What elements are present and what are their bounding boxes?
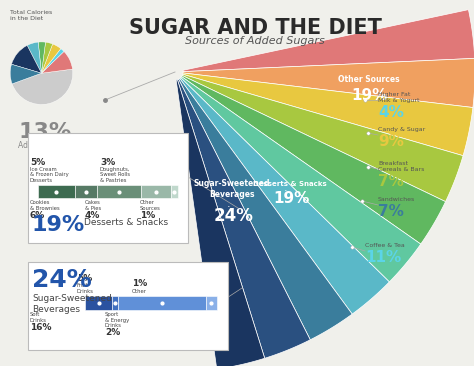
Text: Sport
& Energy
Drinks: Sport & Energy Drinks xyxy=(105,312,129,328)
Text: 4%: 4% xyxy=(85,211,100,220)
Wedge shape xyxy=(27,42,42,73)
Polygon shape xyxy=(182,73,473,156)
Text: Sugar-Sweetened
Beverages: Sugar-Sweetened Beverages xyxy=(193,179,270,199)
Text: 1%: 1% xyxy=(132,279,147,288)
Text: Desserts & Snacks: Desserts & Snacks xyxy=(253,181,327,187)
Text: Candy & Sugar: Candy & Sugar xyxy=(378,127,425,132)
Text: ·: · xyxy=(227,202,230,213)
Text: 3%: 3% xyxy=(100,158,115,167)
Bar xyxy=(28,133,188,243)
Bar xyxy=(28,262,228,350)
Text: Higher Fat
Milk & Yogurt: Higher Fat Milk & Yogurt xyxy=(378,92,419,103)
Polygon shape xyxy=(181,76,421,282)
Bar xyxy=(118,296,206,310)
Bar xyxy=(206,296,217,310)
Text: Sugar-Sweetened
Beverages: Sugar-Sweetened Beverages xyxy=(32,294,112,314)
Polygon shape xyxy=(182,75,446,244)
Text: Fruit
Drinks: Fruit Drinks xyxy=(77,283,94,294)
Text: 7%: 7% xyxy=(378,174,404,189)
Wedge shape xyxy=(42,42,53,73)
Text: Sandwiches: Sandwiches xyxy=(378,197,415,202)
Wedge shape xyxy=(42,49,64,73)
Text: 11%: 11% xyxy=(365,250,401,265)
Text: 6%: 6% xyxy=(30,211,45,220)
Bar xyxy=(75,185,97,198)
Text: Cookies
& Brownies: Cookies & Brownies xyxy=(30,200,60,210)
Polygon shape xyxy=(177,79,310,358)
Bar xyxy=(97,185,141,198)
Wedge shape xyxy=(42,52,73,73)
Text: ·: · xyxy=(284,186,287,196)
Bar xyxy=(85,296,112,310)
Text: 1%: 1% xyxy=(140,211,155,220)
Text: 2%: 2% xyxy=(105,328,120,337)
Wedge shape xyxy=(10,64,42,84)
Text: 9%: 9% xyxy=(378,134,404,149)
Wedge shape xyxy=(38,42,46,73)
Text: 16%: 16% xyxy=(30,323,52,332)
Text: Breakfast
Cereals & Bars: Breakfast Cereals & Bars xyxy=(378,161,424,172)
Polygon shape xyxy=(182,74,463,202)
Polygon shape xyxy=(183,59,474,108)
Bar xyxy=(112,296,118,310)
Text: Coffee & Tea: Coffee & Tea xyxy=(365,243,405,248)
Bar xyxy=(171,185,178,198)
Text: 24%: 24% xyxy=(214,208,254,225)
Text: Doughnuts,
Sweet Rolls
& Pastries: Doughnuts, Sweet Rolls & Pastries xyxy=(100,167,130,183)
Text: 7%: 7% xyxy=(378,204,404,219)
Text: Sources of Added Sugars: Sources of Added Sugars xyxy=(185,36,325,46)
Text: Soft
Drinks: Soft Drinks xyxy=(30,312,47,322)
Text: Other
Sources: Other Sources xyxy=(140,200,161,210)
Text: Desserts & Snacks: Desserts & Snacks xyxy=(84,218,168,227)
Text: Other: Other xyxy=(132,289,147,294)
Text: 5%: 5% xyxy=(30,158,45,167)
Text: Added Sugars: Added Sugars xyxy=(18,141,72,150)
Text: Other Sources: Other Sources xyxy=(338,75,400,84)
Text: Cakes
& Pies: Cakes & Pies xyxy=(85,200,101,210)
Text: 24%: 24% xyxy=(32,268,92,292)
Polygon shape xyxy=(180,78,389,314)
Wedge shape xyxy=(11,45,42,73)
Text: 4%: 4% xyxy=(378,105,404,120)
Text: Total Calories
in the Diet: Total Calories in the Diet xyxy=(10,10,52,21)
Wedge shape xyxy=(12,69,73,104)
Text: SUGAR AND THE DIET: SUGAR AND THE DIET xyxy=(128,18,382,38)
Bar xyxy=(38,185,75,198)
Text: 19%: 19% xyxy=(32,215,85,235)
Text: 19%: 19% xyxy=(351,88,387,103)
Polygon shape xyxy=(179,78,352,340)
Text: Ice Cream
& Frozen Dairy
Desserts: Ice Cream & Frozen Dairy Desserts xyxy=(30,167,69,183)
Text: 5%: 5% xyxy=(77,274,92,283)
Polygon shape xyxy=(183,10,474,72)
Polygon shape xyxy=(176,80,264,366)
Wedge shape xyxy=(42,44,61,73)
Text: 19%: 19% xyxy=(273,191,310,206)
Bar xyxy=(141,185,171,198)
Text: 13%: 13% xyxy=(18,122,72,142)
